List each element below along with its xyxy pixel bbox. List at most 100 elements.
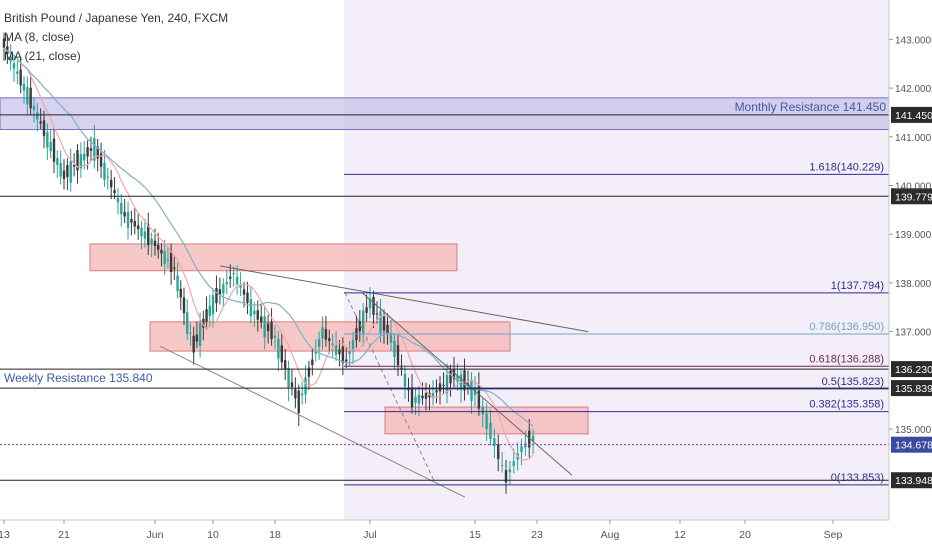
- price-candle-body: [32, 106, 36, 110]
- price-candle-body: [331, 343, 334, 346]
- price-candle-body: [239, 285, 242, 288]
- price-candle-body: [103, 162, 106, 180]
- price-candle-body: [116, 197, 120, 203]
- price-candle-body: [410, 387, 414, 408]
- price-candle-body: [126, 212, 130, 228]
- level-badge-text: 133.948: [895, 475, 932, 487]
- level-badge-text: 135.839: [895, 383, 932, 395]
- price-candle-body: [400, 367, 403, 369]
- level-badge: [891, 361, 932, 378]
- y-tick-label: 135.000: [895, 425, 932, 436]
- price-candle-body: [442, 384, 445, 386]
- supply-zone-upper: [89, 243, 458, 272]
- price-candle-body: [39, 121, 42, 124]
- price-candle-body: [109, 179, 113, 188]
- price-candle-body: [348, 351, 351, 355]
- x-tick-label: 10: [207, 529, 219, 541]
- y-tick-label: 142.000: [895, 84, 932, 95]
- price-candle-body: [358, 321, 362, 332]
- x-tick-label: Sep: [824, 529, 843, 541]
- price-candle-body: [280, 345, 283, 363]
- price-candle-body: [508, 469, 512, 473]
- price-candle-body: [130, 218, 133, 223]
- price-candle-body: [229, 276, 232, 279]
- trendline-lower: [159, 345, 466, 498]
- price-candle-body: [493, 438, 496, 446]
- indicator-ma8-label[interactable]: MA (8, close): [4, 30, 74, 44]
- price-candle-body: [445, 375, 449, 394]
- price-candle-body: [62, 170, 66, 179]
- price-candle-body: [26, 87, 29, 105]
- price-candle-body: [277, 338, 280, 359]
- price-candle-body: [449, 370, 452, 384]
- price-candle-body: [365, 307, 368, 313]
- price-candle-body: [153, 240, 157, 246]
- price-candle-body: [477, 385, 481, 409]
- price-candle-body: [225, 282, 228, 285]
- price-candle-body: [290, 382, 294, 387]
- price-candle-body: [338, 349, 341, 355]
- level-badge: [891, 472, 932, 489]
- price-candle-body: [176, 275, 179, 292]
- level-layer: [0, 114, 889, 498]
- fib-level-label: 0.382(135.358): [809, 399, 884, 411]
- fib-level-label: 0.5(135.823): [822, 376, 884, 388]
- price-candle-body: [417, 394, 421, 404]
- y-tick-label: 139.000: [895, 230, 932, 241]
- price-candle-body: [69, 161, 72, 183]
- price-candle-body: [163, 251, 166, 265]
- ma8-line: [3, 47, 534, 461]
- price-candle-body: [389, 332, 393, 343]
- current-price-badge: [891, 436, 932, 453]
- price-candle-body: [222, 284, 225, 294]
- price-candle-body: [242, 289, 246, 295]
- y-tick-label: 143.000: [895, 35, 932, 46]
- price-candle-body: [36, 112, 39, 120]
- price-candle-body: [368, 298, 372, 309]
- price-candle-body: [263, 316, 266, 338]
- price-candle-body: [382, 315, 386, 331]
- price-candle-body: [189, 332, 192, 334]
- price-candle-body: [489, 422, 492, 440]
- price-candle-body: [300, 393, 304, 396]
- x-tick-label: 21: [58, 529, 70, 541]
- price-candle-body: [512, 461, 515, 466]
- price-candle-body: [283, 360, 287, 370]
- x-tick-label: 23: [531, 529, 543, 541]
- price-candle-body: [29, 87, 32, 109]
- fib-level-label: 0.786(136.950): [809, 321, 884, 333]
- price-candle-body: [287, 367, 290, 389]
- price-candle-body: [179, 288, 182, 298]
- price-candle-body: [500, 465, 504, 467]
- price-candle-body: [273, 335, 277, 338]
- price-candle-body: [211, 295, 215, 315]
- price-candle-body: [120, 202, 123, 215]
- price-candle-body: [59, 163, 62, 177]
- x-tick-label: 20: [739, 529, 751, 541]
- price-candle-body: [304, 377, 307, 395]
- price-candle-body: [186, 312, 189, 334]
- price-candle-body: [435, 390, 438, 393]
- price-candle-body: [351, 339, 355, 352]
- price-candle-body: [396, 345, 400, 365]
- price-candle-body: [99, 153, 103, 167]
- indicator-ma21-label[interactable]: MA (21, close): [4, 49, 81, 63]
- chart-title: British Pound / Japanese Yen, 240, FXCM: [4, 11, 228, 25]
- price-candle-body: [393, 340, 396, 358]
- price-candle-body: [205, 309, 208, 322]
- price-candle-body: [294, 389, 297, 399]
- price-candle-body: [246, 292, 249, 304]
- price-candle-body: [266, 323, 270, 332]
- x-tick-label: 13: [0, 529, 10, 541]
- price-candle-body: [150, 238, 153, 245]
- ma21-line: [3, 47, 534, 427]
- price-candle-body: [481, 406, 484, 415]
- price-candle-body: [198, 322, 202, 346]
- fib-level-label: 1(137.794): [831, 280, 884, 292]
- price-candle-body: [260, 316, 263, 323]
- price-candle-body: [147, 224, 150, 246]
- price-candle-body: [235, 276, 239, 285]
- price-candle-body: [202, 318, 205, 328]
